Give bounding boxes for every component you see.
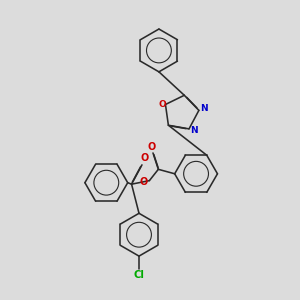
Text: O: O <box>158 100 166 109</box>
Text: O: O <box>141 153 149 163</box>
Text: O: O <box>140 177 148 187</box>
Text: O: O <box>147 142 156 152</box>
Text: Cl: Cl <box>134 270 144 280</box>
Text: N: N <box>200 104 208 113</box>
Text: N: N <box>190 126 198 135</box>
